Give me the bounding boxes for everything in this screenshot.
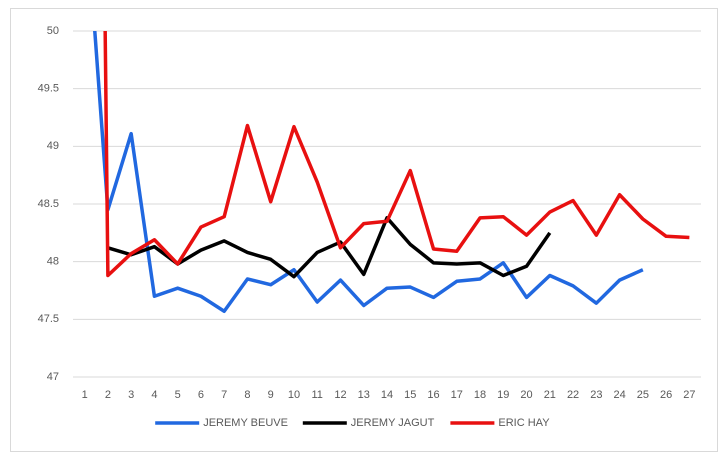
x-tick-label: 17 (451, 389, 463, 401)
plot-area (93, 31, 690, 314)
chart-frame (10, 8, 718, 452)
x-tick-label: 21 (544, 389, 556, 401)
y-tick-label: 47 (47, 371, 59, 383)
y-tick-label: 48.5 (38, 198, 59, 210)
x-tick-label: 8 (244, 389, 250, 401)
x-tick-label: 16 (427, 389, 439, 401)
y-tick-label: 49.5 (38, 83, 59, 95)
x-tick-label: 24 (613, 389, 625, 401)
x-tick-label: 2 (105, 389, 111, 401)
x-tick-label: 11 (312, 389, 323, 401)
x-tick-label: 19 (497, 389, 509, 401)
x-tick-label: 18 (474, 389, 486, 401)
x-tick-label: 7 (221, 389, 227, 401)
x-tick-label: 15 (404, 389, 416, 401)
x-tick-label: 10 (288, 389, 300, 401)
legend-label: JEREMY BEUVE (203, 417, 288, 429)
x-tick-label: 4 (151, 389, 157, 401)
x-tick-label: 12 (334, 389, 346, 401)
x-tick-label: 13 (358, 389, 370, 401)
x-tick-label: 22 (567, 389, 579, 401)
legend-label: ERIC HAY (498, 417, 550, 429)
x-tick-label: 1 (82, 389, 88, 401)
x-tick-label: 9 (268, 389, 274, 401)
x-tick-label: 3 (128, 389, 134, 401)
x-tick-label: 23 (590, 389, 602, 401)
y-tick-label: 49 (47, 140, 59, 152)
y-tick-label: 47.5 (38, 313, 59, 325)
x-tick-label: 25 (637, 389, 649, 401)
x-tick-label: 26 (660, 389, 672, 401)
x-tick-label: 20 (520, 389, 532, 401)
x-tick-label: 14 (381, 389, 393, 401)
legend-label: JEREMY JAGUT (351, 417, 435, 429)
y-tick-label: 48 (47, 256, 59, 268)
series-line (107, 216, 552, 279)
series-line (93, 31, 644, 314)
y-tick-label: 50 (47, 25, 59, 37)
x-tick-label: 5 (175, 389, 181, 401)
series-line (103, 31, 690, 278)
x-tick-label: 6 (198, 389, 204, 401)
x-tick-label: 27 (683, 389, 695, 401)
